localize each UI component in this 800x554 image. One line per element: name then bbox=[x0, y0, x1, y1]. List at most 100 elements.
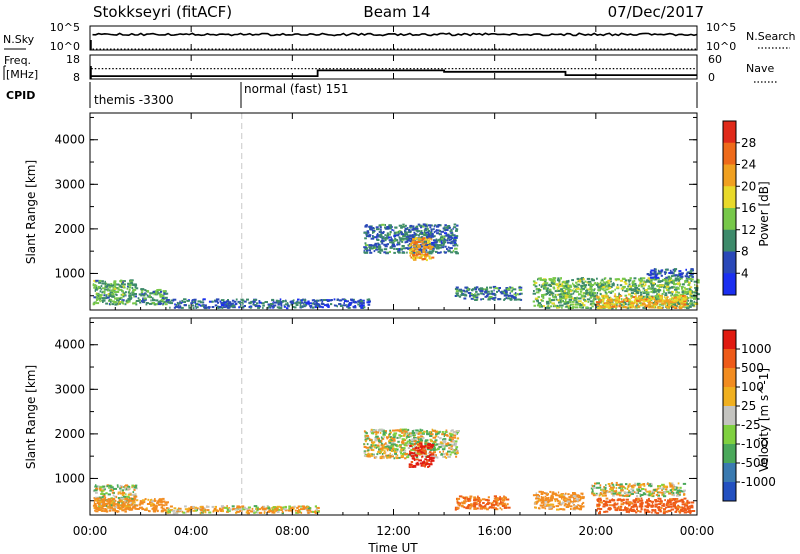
data-cell bbox=[110, 501, 112, 504]
data-cell bbox=[435, 250, 438, 253]
data-cell bbox=[573, 290, 578, 293]
data-cell bbox=[440, 230, 444, 233]
data-cell bbox=[179, 305, 182, 308]
data-cell bbox=[136, 508, 139, 510]
data-cell bbox=[582, 278, 585, 281]
data-cell bbox=[174, 305, 178, 308]
data-cell bbox=[212, 510, 215, 513]
data-cell bbox=[627, 303, 632, 306]
data-cell bbox=[228, 304, 231, 307]
data-cell bbox=[422, 223, 426, 226]
data-cell bbox=[433, 225, 436, 228]
data-cell bbox=[690, 273, 694, 276]
data-cell bbox=[164, 296, 168, 299]
data-cell bbox=[498, 289, 500, 292]
data-cell bbox=[447, 246, 450, 249]
data-cell bbox=[632, 484, 636, 487]
nsky-panel: N.Sky 10^5 10^0 10^5 10^0 N.Search bbox=[3, 21, 796, 53]
data-cell bbox=[297, 301, 302, 304]
data-cell bbox=[200, 511, 204, 514]
data-cell bbox=[436, 247, 440, 250]
data-cell bbox=[634, 491, 638, 494]
data-cell bbox=[691, 291, 694, 294]
data-cell bbox=[688, 277, 691, 280]
data-cell bbox=[366, 301, 369, 304]
data-cell bbox=[397, 232, 400, 235]
data-cell bbox=[668, 492, 671, 495]
data-cell bbox=[538, 305, 542, 308]
data-cell bbox=[607, 279, 611, 282]
data-cell bbox=[635, 295, 637, 298]
data-cell bbox=[565, 299, 567, 302]
data-cell bbox=[383, 243, 387, 246]
data-cell bbox=[113, 504, 116, 507]
data-cell bbox=[280, 509, 283, 511]
data-cell bbox=[638, 298, 641, 300]
data-cell bbox=[448, 436, 451, 439]
data-cell bbox=[663, 286, 665, 289]
data-cell bbox=[418, 452, 422, 455]
data-cell bbox=[455, 228, 459, 231]
beam-title: Beam 14 bbox=[363, 3, 430, 21]
data-cell bbox=[618, 486, 621, 489]
data-cell bbox=[547, 503, 551, 506]
data-cell bbox=[476, 293, 479, 296]
data-cell bbox=[581, 505, 585, 508]
data-cell bbox=[434, 440, 437, 443]
data-cell bbox=[315, 302, 318, 305]
data-cell bbox=[623, 298, 626, 301]
data-cell bbox=[95, 286, 98, 289]
data-cell bbox=[561, 283, 564, 285]
data-cell bbox=[612, 492, 617, 495]
data-cell bbox=[659, 303, 661, 306]
data-cell bbox=[159, 503, 163, 506]
data-cell bbox=[376, 431, 380, 434]
data-cell bbox=[432, 449, 436, 452]
data-cell bbox=[204, 306, 206, 309]
data-cell bbox=[598, 501, 601, 503]
data-cell bbox=[650, 505, 654, 508]
data-cell bbox=[402, 223, 405, 226]
data-cell bbox=[484, 498, 489, 501]
data-cell bbox=[440, 444, 445, 447]
data-cell bbox=[491, 506, 495, 509]
data-cell bbox=[226, 505, 228, 508]
data-cell bbox=[614, 288, 616, 291]
data-cell bbox=[373, 446, 376, 449]
data-cell bbox=[686, 303, 689, 306]
data-cell bbox=[216, 510, 220, 513]
freq-ytick-bottom: 8 bbox=[73, 71, 80, 84]
data-cell bbox=[400, 448, 404, 451]
data-cell bbox=[285, 300, 287, 303]
data-cell bbox=[554, 293, 557, 296]
data-cell bbox=[668, 505, 673, 508]
data-cell bbox=[269, 304, 273, 307]
data-cell bbox=[369, 430, 373, 433]
data-cell bbox=[256, 305, 260, 308]
data-cell bbox=[580, 277, 584, 280]
data-cell bbox=[123, 509, 125, 512]
data-cell bbox=[400, 247, 404, 250]
data-cell bbox=[637, 488, 641, 491]
data-cell bbox=[276, 511, 280, 513]
data-cell bbox=[640, 293, 643, 296]
data-cell bbox=[654, 289, 658, 292]
data-cell bbox=[507, 295, 510, 297]
data-cell bbox=[540, 305, 544, 308]
data-cell bbox=[467, 288, 469, 291]
data-cell bbox=[657, 491, 661, 494]
data-cell bbox=[450, 448, 454, 451]
data-cell bbox=[664, 499, 666, 502]
data-cell bbox=[452, 234, 456, 237]
data-cell bbox=[563, 290, 566, 293]
data-cell bbox=[103, 493, 106, 496]
data-cell bbox=[408, 435, 412, 438]
data-cell bbox=[98, 296, 102, 299]
data-cell bbox=[599, 306, 603, 309]
data-cell bbox=[405, 237, 409, 240]
data-cell bbox=[96, 502, 100, 504]
data-cell bbox=[420, 238, 425, 241]
data-cell bbox=[541, 305, 546, 308]
data-cell bbox=[570, 307, 575, 309]
data-cell bbox=[471, 288, 475, 291]
